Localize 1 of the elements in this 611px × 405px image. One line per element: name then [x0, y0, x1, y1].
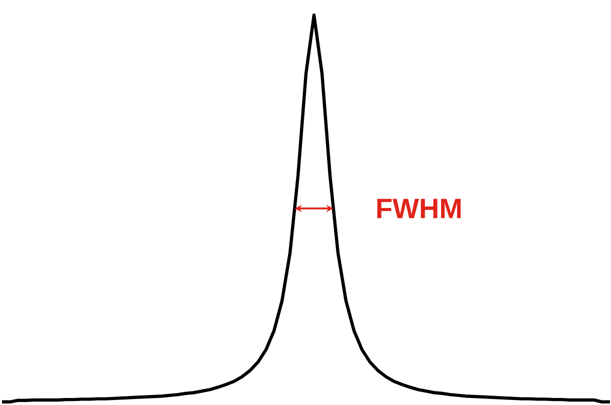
annotation: FWHM — [377, 198, 461, 218]
